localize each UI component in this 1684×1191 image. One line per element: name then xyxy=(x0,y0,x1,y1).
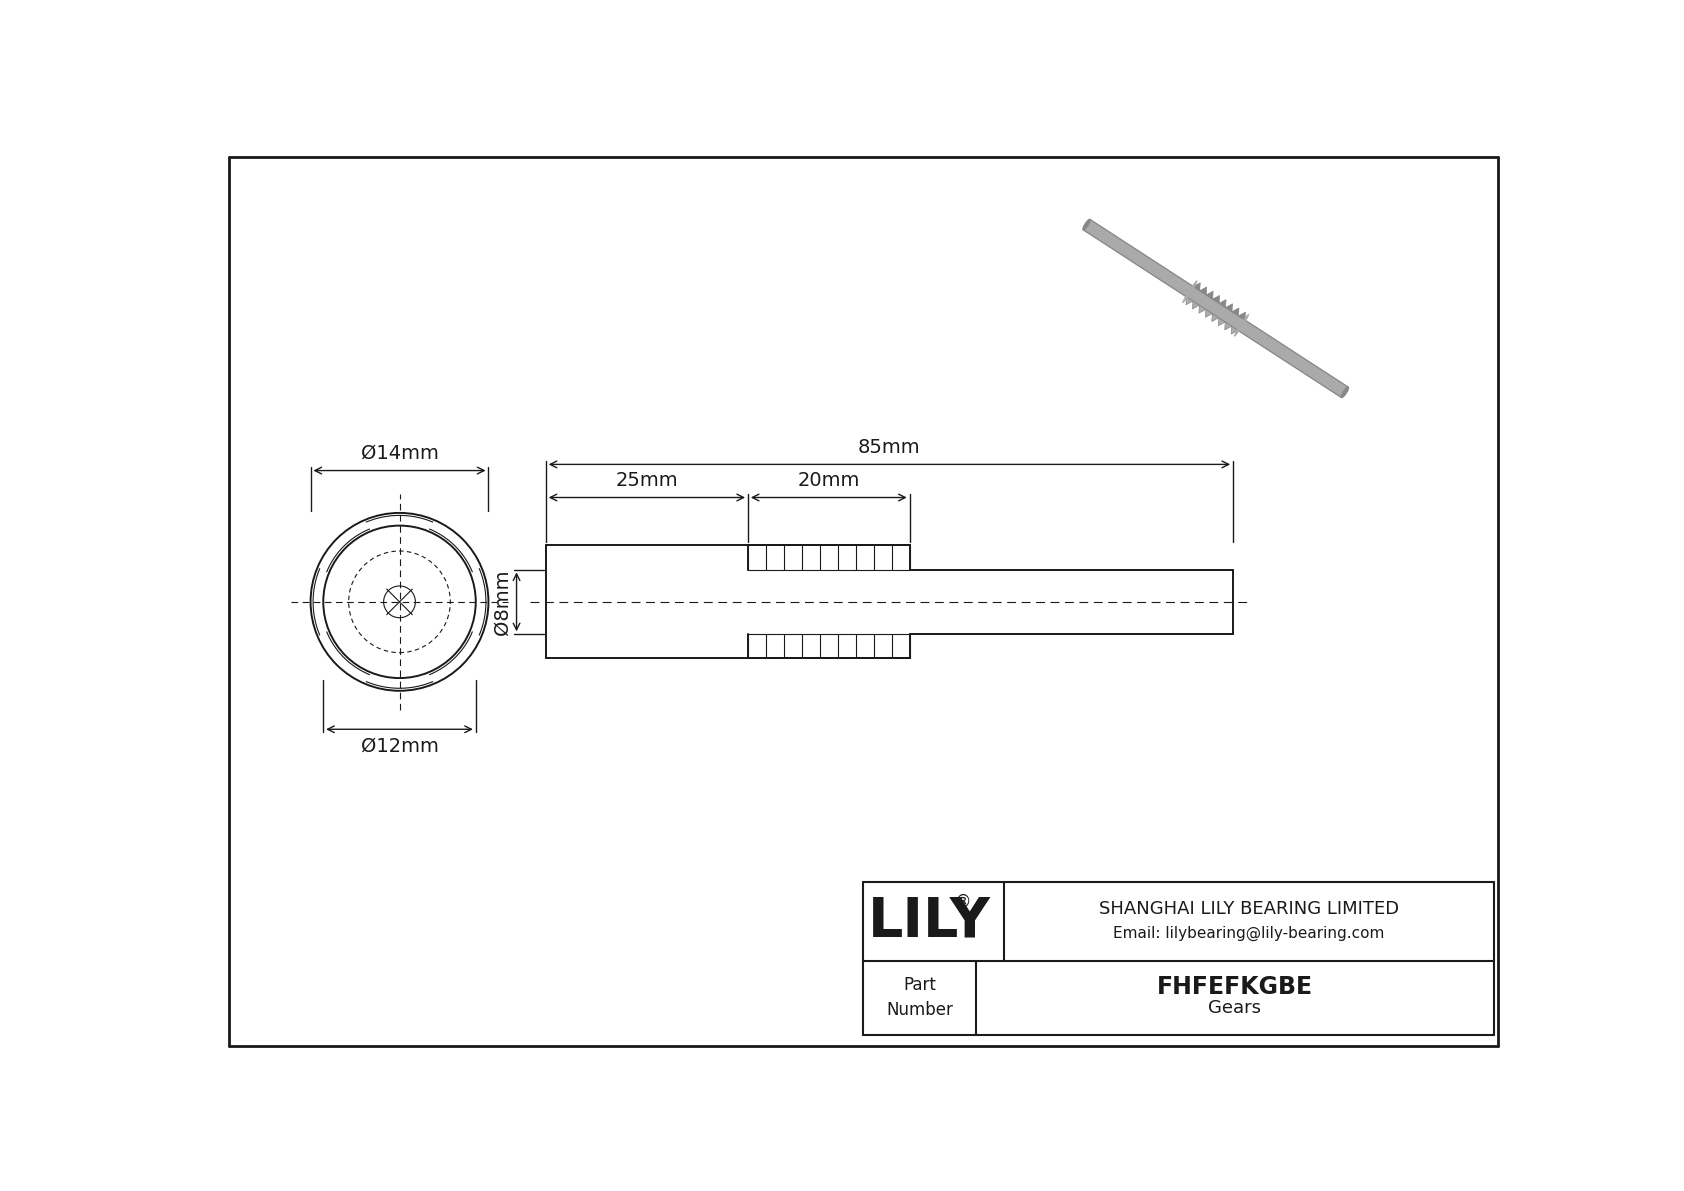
Polygon shape xyxy=(1206,310,1212,317)
Text: SHANGHAI LILY BEARING LIMITED: SHANGHAI LILY BEARING LIMITED xyxy=(1098,900,1399,918)
Text: Ø8mm: Ø8mm xyxy=(493,569,512,635)
Polygon shape xyxy=(1199,305,1206,313)
Ellipse shape xyxy=(1083,219,1090,230)
Polygon shape xyxy=(1226,304,1233,312)
Polygon shape xyxy=(1233,308,1239,316)
Text: 85mm: 85mm xyxy=(859,438,921,456)
Polygon shape xyxy=(1206,292,1212,299)
Ellipse shape xyxy=(1340,387,1349,398)
Text: FHFEFKGBE: FHFEFKGBE xyxy=(1157,975,1314,999)
Text: Ø12mm: Ø12mm xyxy=(360,737,438,756)
Polygon shape xyxy=(1212,313,1219,322)
Text: Ø14mm: Ø14mm xyxy=(360,444,438,463)
Polygon shape xyxy=(1212,295,1219,304)
Polygon shape xyxy=(1194,282,1201,291)
Polygon shape xyxy=(1186,297,1192,305)
Text: LILY: LILY xyxy=(869,894,992,948)
Polygon shape xyxy=(1218,318,1226,326)
Polygon shape xyxy=(1224,322,1231,330)
Ellipse shape xyxy=(1182,281,1197,303)
Text: Email: lilybearing@lily-bearing.com: Email: lilybearing@lily-bearing.com xyxy=(1113,927,1384,941)
Text: Gears: Gears xyxy=(1207,999,1261,1017)
Polygon shape xyxy=(1238,312,1246,320)
Text: 25mm: 25mm xyxy=(616,470,679,490)
Polygon shape xyxy=(1219,300,1226,307)
Polygon shape xyxy=(1231,326,1238,335)
Polygon shape xyxy=(1192,301,1199,308)
Text: ®: ® xyxy=(955,893,972,911)
Polygon shape xyxy=(1199,287,1207,295)
Polygon shape xyxy=(1083,219,1349,398)
Text: 20mm: 20mm xyxy=(798,470,861,490)
Text: Part
Number: Part Number xyxy=(886,977,953,1019)
Ellipse shape xyxy=(1234,314,1250,336)
